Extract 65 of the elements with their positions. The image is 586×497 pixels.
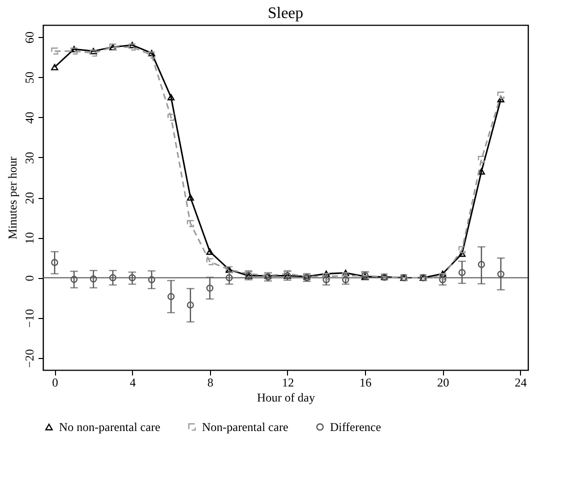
point <box>226 274 233 282</box>
point <box>167 293 175 300</box>
point <box>109 274 116 282</box>
x-tick-label: 16 <box>360 376 372 390</box>
point <box>342 272 350 280</box>
legend-label: Difference <box>330 420 382 434</box>
y-tick-label: 10 <box>22 232 36 244</box>
x-tick-label: 0 <box>52 376 58 390</box>
point <box>90 275 97 282</box>
point <box>478 260 485 268</box>
point <box>439 276 446 284</box>
point <box>128 42 136 48</box>
point <box>70 48 78 55</box>
point <box>186 194 194 201</box>
x-tick-label: 4 <box>130 376 136 390</box>
point <box>342 276 350 284</box>
y-tick-label: 20 <box>22 192 36 204</box>
point <box>167 114 175 121</box>
point <box>497 92 504 99</box>
point <box>51 258 58 266</box>
point <box>322 270 330 277</box>
point <box>206 258 214 266</box>
legend-label: Non-parental care <box>202 420 288 434</box>
point <box>70 276 78 283</box>
point <box>497 270 504 278</box>
point <box>458 246 466 254</box>
y-tick-label: 0 <box>22 275 36 282</box>
legend-label: No non-parental care <box>59 420 160 434</box>
y-tick-label: 60 <box>22 32 36 44</box>
point <box>51 48 58 55</box>
point <box>458 268 466 276</box>
point <box>167 94 175 100</box>
point <box>51 64 58 70</box>
x-tick-label: 24 <box>514 376 527 390</box>
point <box>439 272 446 280</box>
point <box>90 48 97 54</box>
point <box>322 272 330 280</box>
y-tick-label: −20 <box>22 349 36 368</box>
point <box>478 168 485 175</box>
point <box>128 44 136 51</box>
point <box>206 248 214 255</box>
x-tick-label: 8 <box>207 376 214 390</box>
point <box>148 276 156 284</box>
point <box>458 250 466 257</box>
x-axis-title: Hour of day <box>257 390 315 404</box>
point <box>148 52 156 59</box>
point <box>439 270 446 277</box>
y-axis-title: Minutes per hour <box>6 156 20 240</box>
chart-title: Sleep <box>268 5 304 22</box>
point <box>186 220 194 228</box>
point <box>148 50 156 56</box>
point <box>128 274 136 282</box>
y-tick-label: 30 <box>22 152 36 164</box>
y-tick-label: 40 <box>22 112 36 124</box>
point <box>342 270 350 276</box>
point <box>90 50 97 57</box>
x-tick-label: 12 <box>282 376 294 390</box>
point <box>186 301 194 309</box>
point <box>322 276 330 284</box>
y-tick-label: 50 <box>22 72 36 84</box>
x-tick-label: 20 <box>437 376 450 390</box>
point <box>206 284 214 292</box>
y-tick-label: −10 <box>22 308 36 328</box>
point <box>497 96 504 102</box>
point <box>478 156 485 163</box>
